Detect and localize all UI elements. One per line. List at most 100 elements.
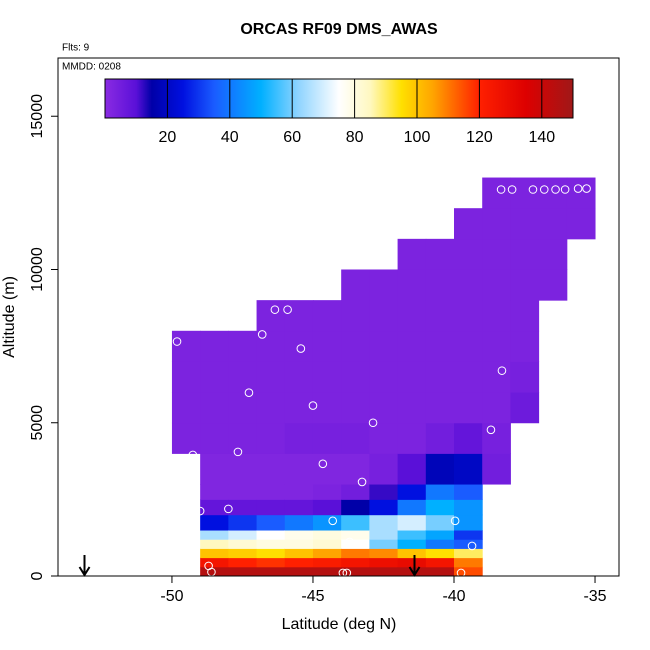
cell <box>312 530 342 540</box>
observation <box>456 568 466 578</box>
cell <box>284 422 314 454</box>
cell <box>510 300 540 332</box>
cell <box>256 514 286 531</box>
cell <box>482 361 511 393</box>
cell <box>397 330 427 362</box>
cell <box>228 557 258 568</box>
cell <box>397 453 427 485</box>
cell <box>341 566 370 577</box>
cell <box>425 300 455 332</box>
observation <box>357 477 367 487</box>
cell <box>312 392 342 424</box>
cell <box>284 514 314 531</box>
observation <box>450 516 460 526</box>
cell <box>482 177 511 209</box>
cell <box>200 361 229 393</box>
cell <box>425 269 455 301</box>
cell <box>369 499 399 516</box>
cell <box>397 499 427 516</box>
cell <box>200 392 229 424</box>
cell <box>510 330 540 362</box>
cell <box>312 300 342 332</box>
cell <box>482 330 511 362</box>
cell <box>425 484 455 500</box>
cell <box>538 269 568 301</box>
observation <box>270 305 280 314</box>
cell <box>510 238 540 270</box>
cell <box>284 566 314 577</box>
cell <box>200 422 229 454</box>
cell <box>341 530 370 540</box>
cell <box>425 330 455 362</box>
cell <box>369 330 399 362</box>
observation <box>224 504 233 514</box>
cell <box>341 484 370 500</box>
cell <box>454 453 483 485</box>
cell <box>171 330 201 362</box>
cell <box>256 453 286 485</box>
cell <box>200 530 229 540</box>
cell <box>397 269 427 301</box>
colorbar-tick-label: 60 <box>283 129 301 146</box>
observation <box>172 337 182 346</box>
cell <box>397 539 427 549</box>
cell <box>312 453 342 485</box>
y-axis-label: Altitude (m) <box>1 276 18 358</box>
observation <box>539 185 549 194</box>
observation <box>342 568 352 578</box>
observation <box>308 401 318 410</box>
observation <box>497 366 507 375</box>
cell <box>256 557 286 568</box>
cell <box>200 453 229 485</box>
cell <box>228 453 258 485</box>
cell <box>228 361 258 393</box>
cell <box>425 392 455 424</box>
cell <box>397 548 427 559</box>
y-tick-label: 0 <box>29 571 46 580</box>
cell <box>566 208 596 240</box>
observation <box>551 185 560 194</box>
cell <box>425 530 455 540</box>
cell <box>454 208 483 240</box>
observation <box>296 344 306 353</box>
cell <box>228 539 258 549</box>
cell <box>256 548 286 559</box>
observation <box>573 184 583 193</box>
cell <box>510 269 540 301</box>
cell <box>284 453 314 485</box>
cell <box>228 566 258 577</box>
cell <box>228 514 258 531</box>
cell <box>284 330 314 362</box>
cell <box>341 548 370 559</box>
cell <box>425 566 455 577</box>
cell <box>200 514 229 531</box>
chart-title: ORCAS RF09 DMS_AWAS <box>240 21 438 38</box>
cell <box>369 514 399 531</box>
cell <box>454 238 483 270</box>
cell <box>200 557 229 568</box>
y-tick-label: 10000 <box>29 247 46 292</box>
cell <box>341 361 370 393</box>
cell <box>425 453 455 485</box>
cell <box>284 530 314 540</box>
x-tick-label: -45 <box>301 588 324 605</box>
observation <box>507 185 517 194</box>
cell <box>284 539 314 549</box>
cell <box>312 484 342 500</box>
cell <box>454 566 483 577</box>
cell <box>538 238 568 270</box>
cell <box>369 484 399 500</box>
cell <box>228 422 258 454</box>
cell <box>256 566 286 577</box>
cell <box>369 566 399 577</box>
cell <box>369 453 399 485</box>
cell <box>312 330 342 362</box>
cell <box>312 566 342 577</box>
cell <box>369 422 399 454</box>
cell <box>228 548 258 559</box>
cell <box>482 300 511 332</box>
observation <box>338 568 348 578</box>
cell <box>454 514 483 531</box>
cell <box>228 330 258 362</box>
cell <box>341 269 370 301</box>
